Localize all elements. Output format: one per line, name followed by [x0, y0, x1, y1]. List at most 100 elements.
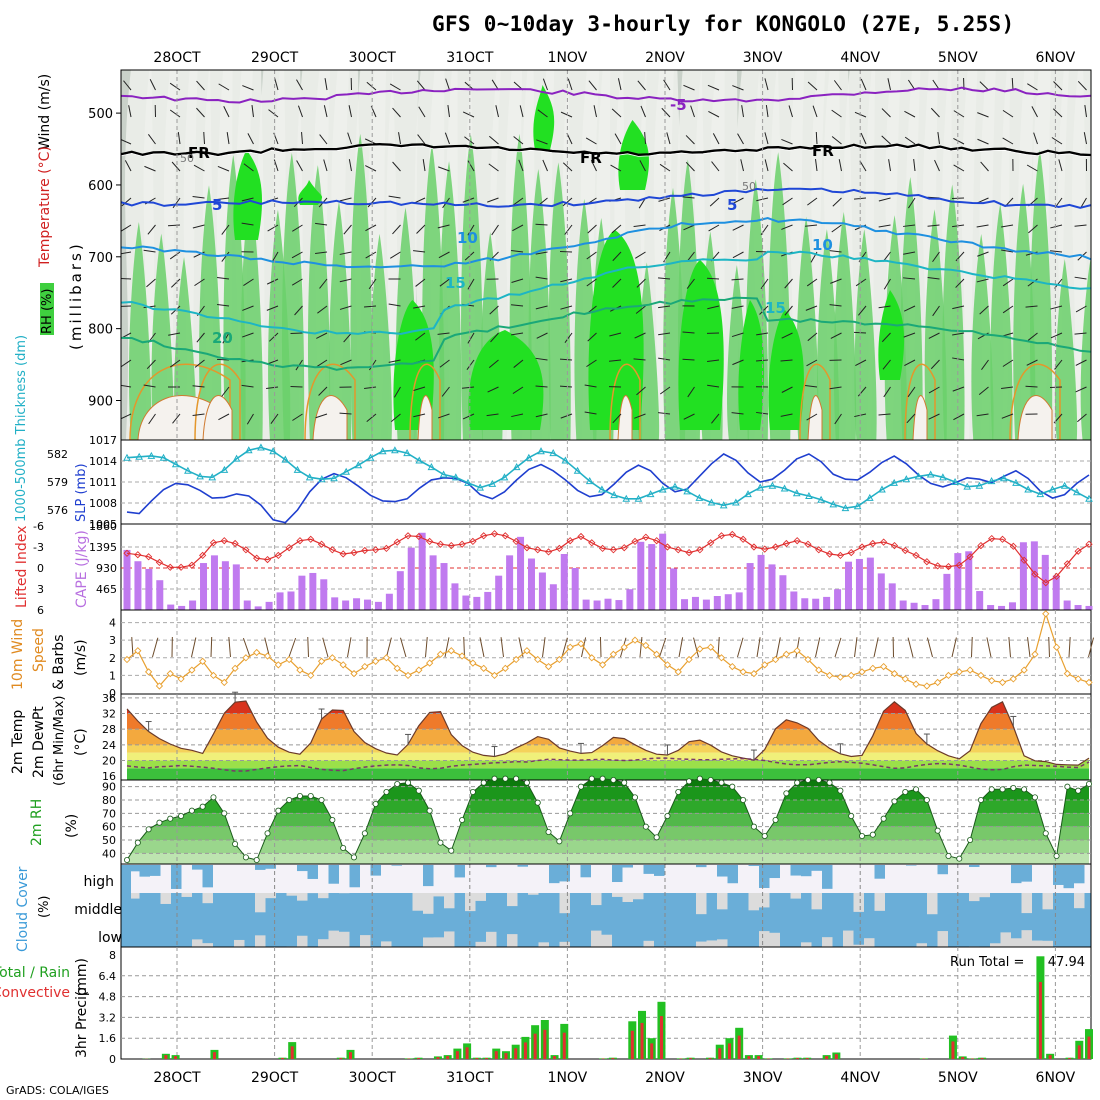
upper-wind-barb	[765, 105, 769, 118]
total-rain-axis-label: Total / Rain	[0, 965, 70, 981]
wind-speed-marker	[707, 643, 715, 651]
upper-wind-barb	[488, 359, 499, 369]
slp-axis-label: SLP (mb)	[74, 463, 89, 522]
upper-wind-barb	[687, 386, 695, 398]
upper-wind-barb	[878, 305, 891, 309]
cape-bar	[200, 563, 208, 610]
upper-wind-barb	[1002, 137, 1014, 145]
rh-marker	[610, 777, 617, 784]
upper-wind-barb	[339, 251, 352, 255]
upper-wind-barb	[491, 224, 499, 236]
surface-wind-barb	[152, 637, 159, 658]
upper-wind-barb	[537, 109, 548, 118]
wind-speed-marker	[912, 680, 920, 688]
middle-cloud-gap	[927, 893, 938, 915]
high-cloud-bar	[391, 865, 402, 866]
upper-wind-barb	[732, 251, 744, 259]
upper-wind-barb	[686, 251, 695, 262]
top-day-label: 3NOV	[743, 50, 783, 66]
wind-speed-marker	[339, 661, 347, 669]
cape-bar	[1085, 605, 1093, 610]
rh-marker	[340, 845, 347, 852]
upper-wind-barb	[1053, 81, 1063, 91]
precip-convective-bar	[1038, 981, 1042, 1059]
top-day-label: 2NOV	[645, 50, 685, 66]
upper-wind-barb	[780, 413, 793, 417]
temp-tick-label: 16	[102, 770, 116, 783]
wind-speed-marker	[144, 668, 153, 676]
rh-legend-swatch	[40, 283, 54, 335]
upper-wind-barb	[1033, 132, 1038, 145]
high-cloud-bar	[486, 865, 497, 868]
upper-wind-barb	[512, 224, 524, 232]
cape-bar	[374, 601, 382, 610]
upper-wind-barb	[121, 413, 132, 420]
rh-tick-label: 70	[102, 807, 116, 820]
upper-wind-barb	[390, 413, 401, 423]
li-marker	[134, 551, 142, 559]
cape-bar	[385, 593, 393, 610]
upper-wind-barb	[979, 305, 989, 315]
upper-wind-barb	[658, 197, 671, 202]
surface-wind-barb	[1048, 636, 1050, 658]
rh-marker	[545, 829, 552, 836]
upper-wind-barb	[928, 332, 940, 339]
upper-wind-barb	[560, 413, 573, 419]
wind-speed-marker	[199, 657, 207, 665]
precip-convective-bar	[475, 1058, 479, 1059]
high-cloud-bar	[549, 865, 560, 884]
rh-moist-band	[548, 162, 571, 440]
wind-speed-marker	[663, 661, 672, 669]
contour-label: FR	[188, 144, 210, 162]
thickness-marker	[671, 482, 679, 490]
li-marker	[696, 546, 704, 554]
low-cloud-gap	[591, 930, 602, 947]
rh-contour-label: 50	[742, 180, 756, 193]
wind-speed-marker	[717, 654, 726, 662]
rh-moist-band	[151, 233, 174, 440]
cape-bar	[560, 554, 568, 610]
upper-wind-barb	[711, 161, 720, 172]
bottom-day-label: 1NOV	[548, 1070, 588, 1086]
thickness-marker	[561, 456, 570, 464]
upper-wind-barb	[203, 131, 205, 145]
rh-moist-band	[971, 234, 994, 440]
li-marker	[966, 553, 974, 561]
li-marker	[782, 539, 790, 548]
upper-wind-barb	[147, 134, 156, 145]
wind-speed-marker	[490, 671, 499, 680]
cape-bar	[910, 602, 918, 610]
wind-speed-marker	[890, 669, 899, 678]
wind-speed-marker	[188, 666, 196, 674]
upper-wind-barb	[169, 109, 181, 118]
rh-marker	[653, 834, 660, 841]
high-cloud-bar	[370, 865, 381, 876]
upper-wind-barb	[292, 413, 303, 421]
upper-wind-barb	[658, 332, 671, 336]
rh-marker	[621, 779, 628, 786]
li-marker	[328, 546, 337, 554]
li-marker	[404, 532, 412, 540]
upper-wind-barb	[172, 413, 181, 424]
low-cloud-gap	[234, 939, 245, 947]
low-cloud-gap	[853, 944, 864, 947]
pressure-tick-label: 600	[88, 179, 113, 194]
low-cloud-gap	[381, 941, 392, 947]
cape-axis-ticks: -6 -3 0 3 6 1860 1395 930 465	[33, 520, 117, 617]
li-marker	[1042, 579, 1050, 587]
upper-wind-barb	[784, 305, 793, 316]
upper-wind-barb	[682, 358, 695, 361]
upper-wind-barb	[1001, 386, 1014, 390]
precip-tick-label: 8	[109, 949, 116, 962]
top-day-label: 1NOV	[548, 50, 588, 66]
thickness-marker	[208, 473, 217, 481]
slp-tick-label: 1014	[89, 455, 117, 468]
surface-wind-barb	[322, 637, 329, 658]
cloud-cover-axis-label: Cloud Cover	[15, 866, 31, 952]
li-marker	[296, 537, 304, 545]
rh-moist-band	[900, 176, 923, 440]
upper-wind-barb	[323, 159, 328, 172]
upper-wind-barb	[707, 84, 720, 91]
upper-wind-barb	[339, 278, 352, 283]
